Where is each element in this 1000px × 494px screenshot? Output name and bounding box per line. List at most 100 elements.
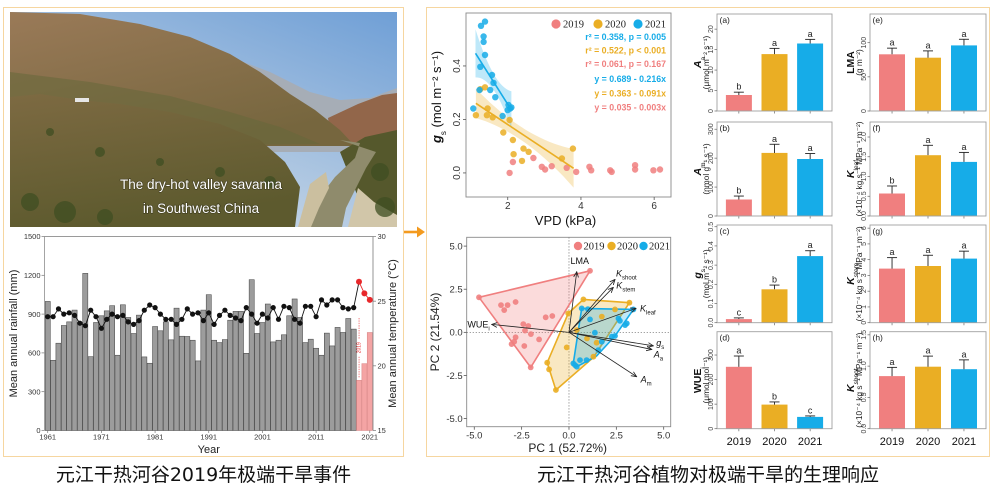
rainfall-bar [141,356,148,431]
photo-shrub [215,167,225,177]
temperature-point [93,314,99,320]
y-axis-title-symbol: WUE [692,369,704,394]
x-tick-label: 4 [578,201,584,212]
rainfall-bar [345,318,352,431]
x-tick-label: 2020 [916,436,940,448]
data-point-2021 [480,33,487,40]
y-tick-label: 1.0 [861,172,868,182]
bar-2019 [725,95,752,111]
rainfall-bar [82,273,89,431]
panel-frame [716,121,833,217]
regression-equation: y = 0.363 - 0.091x [594,89,666,99]
temperature-point [179,316,185,322]
temperature-point [329,297,335,303]
x-tick-label: 0.0 [562,431,575,442]
loading-arrow [568,331,653,345]
temperature-point [308,303,314,309]
y-axis-title-subscript: leaf [853,160,860,171]
temperature-point [292,316,298,322]
y-tick-label: 100 [708,181,715,193]
pca-point-2021 [587,316,593,323]
y-tick-label: 1500 [24,232,41,241]
y-axis-title: Aa [692,57,707,70]
data-point-2019 [563,164,570,171]
pca-point-2020 [584,335,590,342]
fit-statistics: r² = 0.358, p = 0.005 [585,32,666,42]
pca-point-2020 [612,306,618,313]
y2-tick-label: 25 [378,297,386,306]
temperature-point [351,305,357,311]
temperature-point [82,323,88,329]
panel-label: (h) [873,333,884,343]
y-axis-title-subscript: stem [853,263,860,277]
legend-swatch-2021 [633,19,643,29]
significance-letter: a [772,38,777,48]
y-axis-title: Am [692,162,707,176]
temperature-point [281,303,287,309]
pca-point-2020 [598,313,605,320]
rainfall-bar [243,353,250,431]
rainfall-bar [248,279,255,431]
y-tick-label: 0 [36,426,40,435]
y-tick-label: 300 [28,387,41,396]
data-point-2019 [509,158,517,166]
legend-label: 2019 [563,20,584,31]
y-axis-title: Mean annual rainfall (mm) [8,270,20,398]
temperature-point [238,318,244,324]
pca-point-2020 [544,359,551,366]
temperature-point [270,305,276,311]
loading-label-symbol: K [616,268,623,278]
rainfall-bar [120,304,126,431]
bar-2019 [725,319,752,323]
y-axis-unit: (nmol g⁻¹ s⁻¹) [701,143,711,194]
panel-frame [869,121,987,217]
data-point-2021 [492,94,499,101]
rainfall-bar [55,342,62,431]
temperature-point [168,316,174,322]
scatter-plot-area [470,18,664,188]
bar-2021 [951,45,977,111]
pca-point-2020 [626,299,633,306]
loading-arrow [568,287,613,333]
bar-2020 [915,266,941,323]
temperature-point [195,310,201,316]
photo-shrub [371,163,389,181]
pca-point-2021 [583,357,590,363]
pca-point-2021 [592,329,598,336]
data-point-2020 [510,151,517,158]
temperature-point [275,316,282,322]
temperature-point-highlight [361,290,368,297]
regression-equation: y = 0.035 - 0.003x [594,103,666,113]
rainfall-bar [324,332,330,431]
data-point-2021 [481,18,489,25]
y-axis-title: LMA [845,51,857,74]
x-tick-label: 2021 [952,436,976,448]
data-point-2021 [477,63,484,70]
panel-label: (c) [720,226,730,236]
significance-letter: a [808,240,813,250]
panel-label: (d) [720,333,731,343]
y-tick-label: 5.0 [449,241,462,252]
rainfall-bar [168,339,175,431]
significance-letter: a [890,247,895,257]
x-tick-label: 2021 [361,433,378,442]
temperature-point [120,312,126,318]
loading-arrow [568,308,636,333]
y-axis-title-subscript: m [700,162,707,167]
pca-point-2019 [476,294,482,301]
y-axis-title: Kshoot [845,368,860,392]
rainfall-bar [157,330,164,431]
rainfall-bar [60,325,67,431]
temperature-point [335,297,341,303]
significance-letter: b [772,275,777,285]
significance-letter: a [890,357,895,367]
pca-point-2021 [615,315,622,322]
y2-tick-label: 20 [378,362,386,371]
rainfall-bar [313,347,319,431]
bar-2020 [915,155,941,216]
y-axis-title: WUEi [692,367,707,393]
data-point-2019 [548,163,555,170]
y-tick-label: 0.0 [861,424,868,434]
x-tick-label: 1991 [200,433,217,442]
x-tick-label: 6 [651,201,657,212]
